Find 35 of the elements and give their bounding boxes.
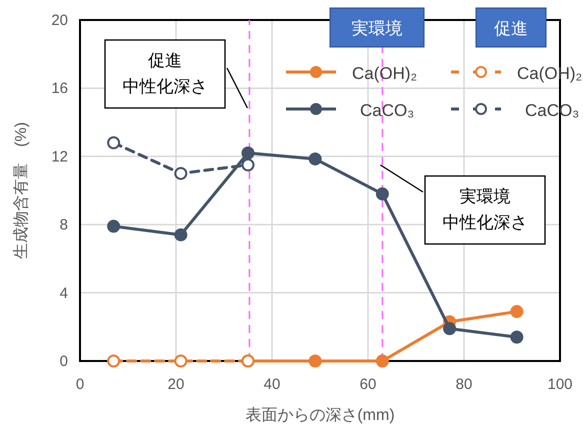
point: [443, 322, 456, 336]
point: [308, 152, 322, 166]
x-axis-title: 表面からの深さ(mm): [245, 406, 395, 424]
y-tick-label: 12: [51, 148, 68, 166]
ref-line-label: 促進中性化深さ: [122, 51, 208, 96]
y-axis-title: 生成物含有量 (%): [12, 122, 30, 259]
point: [376, 187, 389, 200]
x-tick-label: 0: [76, 376, 84, 393]
point: [107, 354, 120, 368]
point: [242, 158, 254, 172]
x-tick-label: 40: [264, 376, 280, 393]
point: [107, 136, 120, 150]
y-tick-label: 16: [51, 80, 68, 98]
ref-line-label: 実環境中性化深さ: [442, 187, 528, 232]
point: [308, 354, 322, 368]
x-tick-label: 60: [360, 376, 376, 393]
point: [174, 354, 188, 368]
point: [174, 166, 188, 180]
annotation: 促進: [494, 19, 528, 38]
legend-label: CaCO₃: [360, 101, 414, 120]
legend-label: Ca(OH)₂: [352, 64, 418, 83]
point: [242, 146, 254, 160]
point: [510, 305, 524, 318]
y-tick-label: 8: [60, 216, 68, 234]
y-tick-label: 4: [60, 284, 68, 302]
annotation: 実環境: [352, 19, 402, 38]
point: [107, 220, 120, 233]
x-tick-label: 100: [547, 376, 573, 393]
point: [376, 354, 389, 368]
point: [510, 330, 524, 344]
point: [174, 228, 188, 242]
y-tick-label: 20: [51, 12, 68, 29]
x-tick-label: 80: [456, 376, 472, 393]
y-tick-label: 0: [60, 353, 68, 370]
x-tick-label: 20: [168, 376, 184, 393]
